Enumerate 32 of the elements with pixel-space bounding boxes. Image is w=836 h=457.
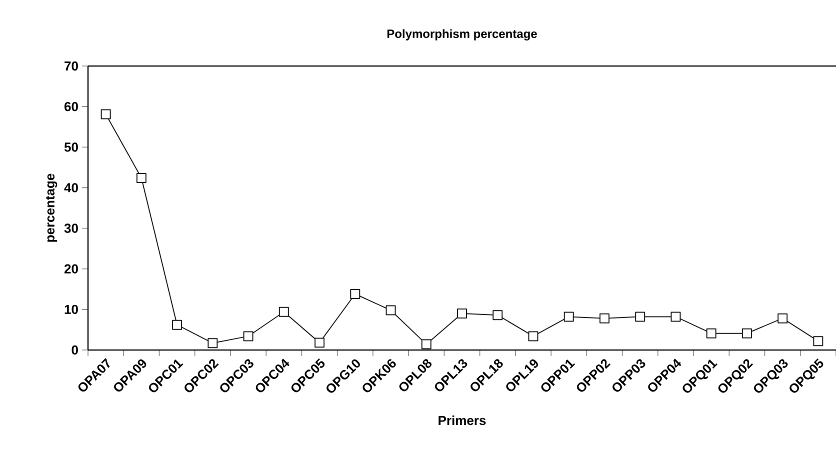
point [386, 305, 396, 316]
point [243, 331, 254, 342]
y-tick-label: 60 [64, 102, 78, 112]
point [599, 313, 610, 324]
point [813, 336, 824, 346]
point [457, 308, 467, 318]
point [100, 109, 111, 120]
point [172, 320, 182, 330]
y-tick-label: 50 [64, 142, 78, 152]
chart-title: Polymorphism percentage [387, 29, 537, 40]
point [635, 312, 646, 322]
y-tick-label: 20 [64, 264, 78, 274]
point [778, 313, 788, 324]
y-tick-label: 0 [72, 345, 78, 355]
point [421, 339, 432, 350]
point [706, 328, 716, 338]
x-axis-title: Primers [438, 416, 486, 426]
y-tick-label: 40 [64, 183, 78, 192]
y-tick-label: 70 [64, 61, 78, 71]
point [492, 310, 503, 320]
y-tick-label: 30 [64, 224, 78, 233]
y-tick-label: 10 [64, 304, 78, 314]
y-axis-title: percentage [46, 174, 58, 242]
point [314, 338, 325, 348]
point [564, 312, 574, 322]
point [742, 328, 752, 338]
point [350, 289, 360, 299]
point [278, 306, 289, 317]
point [528, 331, 538, 342]
point [208, 338, 218, 348]
point [136, 172, 146, 183]
point [670, 312, 681, 322]
